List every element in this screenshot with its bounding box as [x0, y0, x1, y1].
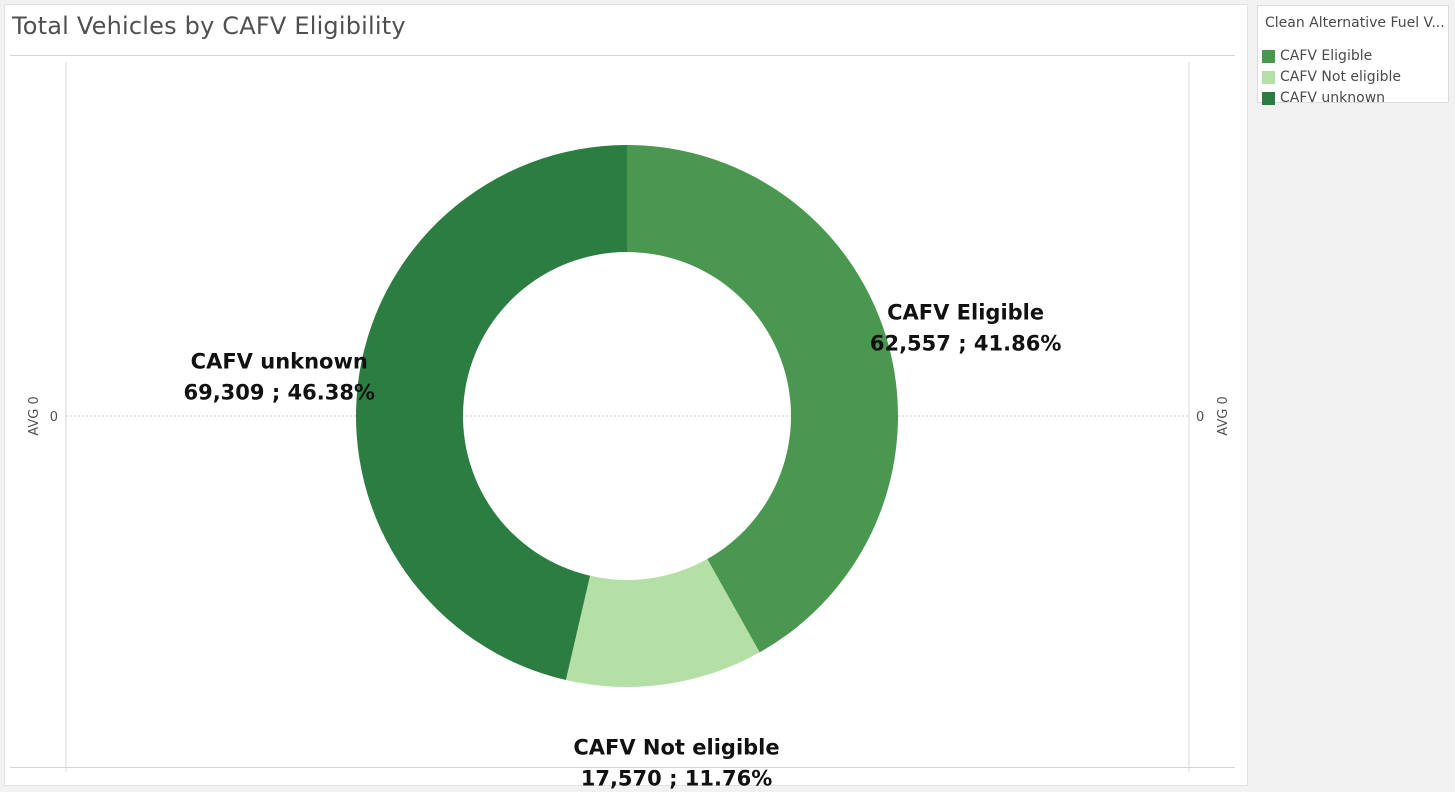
- slice-label-name-cafv-eligible: CAFV Eligible: [887, 300, 1044, 324]
- right-axis-title: AVG 0: [1216, 396, 1231, 435]
- legend-label-eligible: CAFV Eligible: [1280, 48, 1373, 64]
- legend-label-not-eligible: CAFV Not eligible: [1280, 69, 1401, 85]
- slice-label-name-cafv-unknown: CAFV unknown: [191, 349, 368, 373]
- legend-title: Clean Alternative Fuel V...: [1265, 15, 1445, 31]
- legend-item-unknown[interactable]: CAFV unknown: [1262, 89, 1385, 107]
- left-axis-tick: 0: [50, 410, 58, 425]
- legend-item-not-eligible[interactable]: CAFV Not eligible: [1262, 68, 1401, 86]
- legend-swatch-eligible: [1262, 49, 1275, 63]
- slice-labels: CAFV Eligible 62,557 ; 41.86% CAFV Not eli…: [183, 300, 1061, 790]
- legend-label-unknown: CAFV unknown: [1280, 90, 1386, 106]
- slice-label-value-cafv-not-eligible: 17,570 ; 11.76%: [581, 766, 773, 790]
- slice-cafv-eligible[interactable]: [627, 145, 898, 653]
- legend-swatch-not-eligible: [1262, 70, 1275, 84]
- slice-cafv-unknown[interactable]: [356, 145, 627, 681]
- chart-title: Total Vehicles by CAFV Eligibility: [12, 12, 406, 40]
- title-divider: [10, 55, 1235, 56]
- slice-label-name-cafv-not-eligible: CAFV Not eligible: [573, 735, 779, 759]
- bottom-divider: [10, 767, 1235, 768]
- slice-label-value-cafv-eligible: 62,557 ; 41.86%: [870, 331, 1062, 355]
- donut-slices: [356, 145, 898, 687]
- right-axis-tick: 0: [1196, 410, 1204, 425]
- legend: Clean Alternative Fuel V... CAFV Eligibl…: [1257, 5, 1449, 106]
- legend-swatch-unknown: [1262, 91, 1275, 105]
- legend-item-eligible[interactable]: CAFV Eligible: [1262, 47, 1372, 65]
- slice-cafv-not-eligible[interactable]: [565, 559, 760, 687]
- slice-label-value-cafv-unknown: 69,309 ; 46.38%: [183, 380, 375, 404]
- left-axis-title: AVG 0: [27, 396, 42, 435]
